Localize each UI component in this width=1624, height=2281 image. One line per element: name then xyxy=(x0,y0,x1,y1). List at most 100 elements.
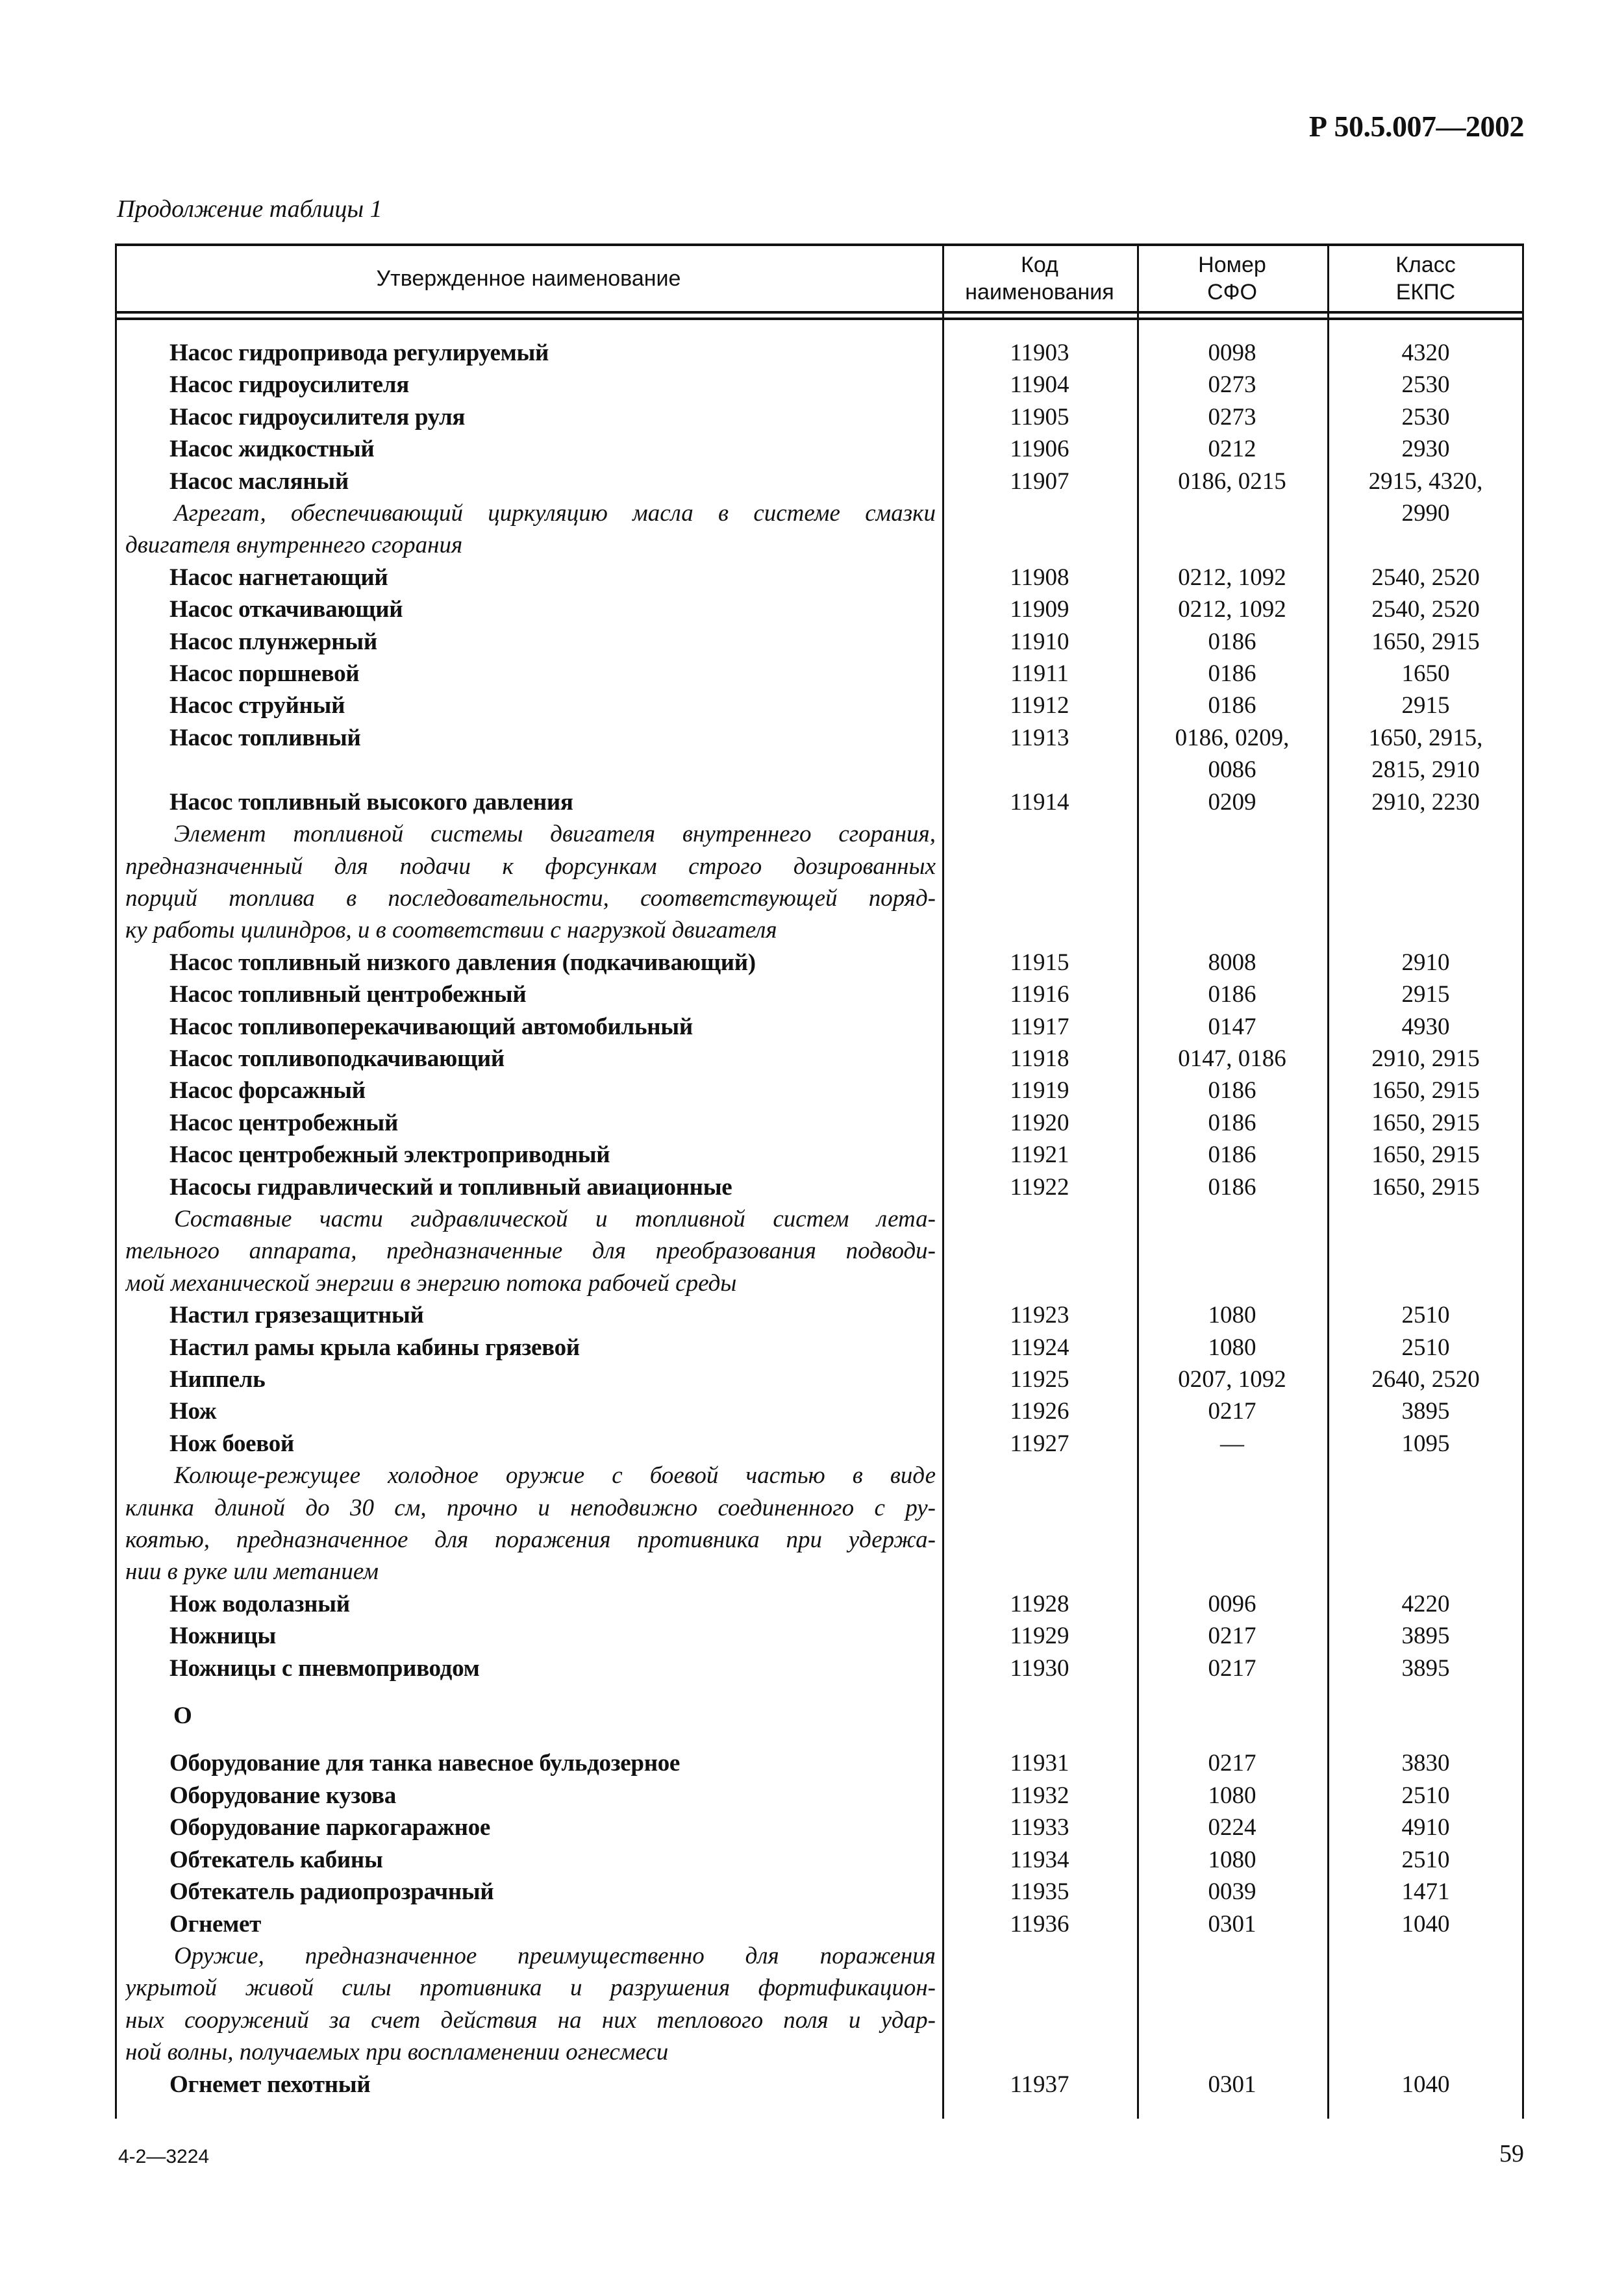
sfo-number: 0039 xyxy=(1137,1876,1327,1908)
sfo-value: 0186 xyxy=(1208,1109,1256,1136)
table-row: Ниппель 11925 0207, 1092 2640, 2520 xyxy=(115,1364,1524,1395)
ekps-value: 3895 xyxy=(1401,1654,1450,1682)
name-cell: Оборудование для танка навесное бульдозе… xyxy=(115,1747,942,1779)
ekps-class: 2530 xyxy=(1327,401,1524,433)
name-code: 11931 xyxy=(1010,1750,1069,1777)
ekps-class: 1650, 2915 xyxy=(1327,1075,1524,1106)
name-cell: Настил грязезащитный xyxy=(115,1299,942,1331)
name-cell: Огнемет пехотный xyxy=(115,2069,942,2100)
name-code: 11904 xyxy=(1010,371,1069,399)
table-row: Нож водолазный 11928 0096 4220 xyxy=(115,1588,1524,1620)
sfo-value: 0186 xyxy=(1208,1173,1256,1201)
ekps-class: 2540, 2520 xyxy=(1327,593,1524,625)
description-line: Колюще-режущее холодное оружие с боевой … xyxy=(174,1462,936,1490)
item-name: Ножницы с пневмоприводом xyxy=(169,1654,480,1682)
sfo-value: 0039 xyxy=(1208,1878,1256,1906)
table-row: Ножницы 11929 0217 3895 xyxy=(115,1620,1524,1652)
table-border-right xyxy=(1522,243,1524,2119)
ekps-class: 2915 xyxy=(1327,978,1524,1010)
sfo-value: 0096 xyxy=(1208,1590,1256,1617)
ekps-value: 2915, 4320, xyxy=(1368,467,1483,495)
item-name: Насос топливный центробежный xyxy=(169,981,527,1008)
ekps-value: 2510 xyxy=(1401,1846,1450,1873)
item-name: Насос топливоподкачивающий xyxy=(169,1045,505,1072)
table-row: Насосы гидравлический и топливный авиаци… xyxy=(115,1171,1524,1300)
sfo-value: 0207, 1092 xyxy=(1178,1366,1286,1393)
item-name: Насос масляный xyxy=(169,467,349,495)
ekps-value: 4320 xyxy=(1401,340,1450,366)
sfo-value: 0147 xyxy=(1208,1013,1256,1040)
item-description: Составные части гидравлической и топливн… xyxy=(115,1203,942,1299)
header-approved-name: Утвержденное наименование xyxy=(115,243,942,314)
item-description: Оружие, предназначенное преимущественно … xyxy=(115,1940,942,2069)
item-name: Оборудование паркогаражное xyxy=(169,1814,491,1841)
name-cell: Насос масляный Агрегат, обеспечивающий ци… xyxy=(115,466,942,562)
table-row: Оборудование паркогаражное 11933 0224 4910 xyxy=(115,1812,1524,1843)
item-name: Насос откачивающий xyxy=(169,596,403,623)
name-cell: Насос топливоподкачивающий xyxy=(115,1043,942,1075)
name-cell: Насос топливный xyxy=(115,722,942,786)
name-code: 11933 xyxy=(1010,1814,1069,1841)
header-name-code: Код наименования xyxy=(942,243,1137,314)
ekps-value: 2815, 2910 xyxy=(1371,756,1480,784)
description-line: Оружие, предназначенное преимущественно … xyxy=(174,1942,936,1969)
ekps-class: 2910, 2915 xyxy=(1327,1043,1524,1075)
item-name: Ниппель xyxy=(169,1366,266,1393)
sfo-value: 1080 xyxy=(1208,1782,1256,1809)
ekps-class: 2530 xyxy=(1327,369,1524,401)
sfo-value: 0186 xyxy=(1208,1141,1256,1169)
table-row: Насос гидропривода регулируемый 11903 0098… xyxy=(115,319,1524,369)
ekps-class: 1471 xyxy=(1327,1876,1524,1908)
name-code: 11903 xyxy=(1010,340,1069,366)
ekps-class: 3895 xyxy=(1327,1652,1524,1684)
sfo-number: 0217 xyxy=(1137,1747,1327,1779)
ekps-class: 1650, 2915 xyxy=(1327,1171,1524,1300)
name-cell: Насос топливный низкого давления (подкач… xyxy=(115,947,942,978)
name-code: 11926 xyxy=(1010,1398,1069,1425)
name-code: 11914 xyxy=(1010,788,1069,816)
sfo-number: 0212 xyxy=(1137,433,1327,465)
name-cell: Настил рамы крыла кабины грязевой xyxy=(115,1332,942,1364)
ekps-value: 1650, 2915 xyxy=(1371,1109,1480,1136)
ekps-value: 1040 xyxy=(1401,1910,1450,1938)
item-name: Насос гидроусилителя xyxy=(169,371,409,399)
item-name: Нож xyxy=(169,1398,217,1425)
ekps-value: 2510 xyxy=(1401,1334,1450,1361)
sfo-number: 0186, 0215 xyxy=(1137,466,1327,562)
sfo-number: 0301 xyxy=(1137,1908,1327,2069)
table-row: Настил грязезащитный 11923 1080 2510 xyxy=(115,1299,1524,1331)
name-cell: Насос откачивающий xyxy=(115,593,942,625)
name-code: 11905 xyxy=(1010,403,1069,430)
table-row: Обтекатель радиопрозрачный 11935 0039 1471 xyxy=(115,1876,1524,1908)
ekps-value: 2915 xyxy=(1401,692,1450,719)
print-code: 4-2—3224 xyxy=(118,2146,210,2167)
name-code: 11906 xyxy=(1010,436,1069,463)
sfo-number: 0186 xyxy=(1137,1075,1327,1106)
item-name: Насос гидропривода регулируемый xyxy=(169,340,549,366)
ekps-value: 1650, 2915 xyxy=(1371,1077,1480,1104)
sfo-value: 0186 xyxy=(1208,660,1256,688)
table-border-left xyxy=(115,243,117,2119)
description-line: порций топлива в последовательности, соо… xyxy=(125,884,936,912)
name-code: 11934 xyxy=(1010,1846,1069,1873)
sfo-number: 1080 xyxy=(1137,1299,1327,1331)
name-code: 11922 xyxy=(1010,1173,1069,1201)
ekps-class: 2510 xyxy=(1327,1332,1524,1364)
item-name: Обтекатель кабины xyxy=(169,1846,383,1873)
name-code: 11920 xyxy=(1010,1109,1069,1136)
header-ekps-class: Класс ЕКПС xyxy=(1327,243,1524,314)
sfo-number: 0186 xyxy=(1137,690,1327,721)
item-name: Ножницы xyxy=(169,1623,276,1650)
ekps-value: 2910 xyxy=(1401,949,1450,976)
item-name: Огнемет xyxy=(169,1910,262,1938)
name-code: 11930 xyxy=(1010,1654,1069,1682)
name-cell: Насос топливный высокого давления Элемент… xyxy=(115,786,942,947)
name-code: 11908 xyxy=(1010,564,1069,591)
ekps-value: 2530 xyxy=(1401,371,1450,399)
sfo-value: 0186, 0215 xyxy=(1178,467,1286,495)
item-name: Нож боевой xyxy=(169,1430,294,1457)
name-code: 11916 xyxy=(1010,981,1069,1008)
ekps-class: 1650, 2915 xyxy=(1327,626,1524,658)
item-name: Оборудование для танка навесное бульдозе… xyxy=(169,1750,681,1777)
name-cell: Нож xyxy=(115,1395,942,1427)
